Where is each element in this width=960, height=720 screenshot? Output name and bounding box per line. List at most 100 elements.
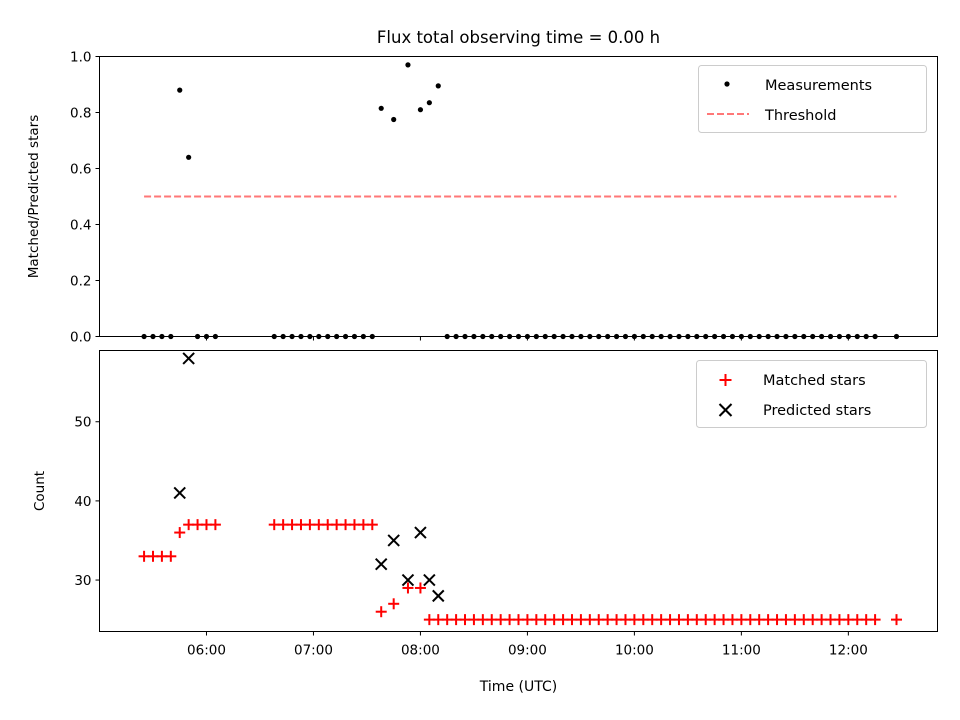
legend-matched-label: Matched stars <box>763 373 866 389</box>
measurement-point <box>360 333 366 340</box>
y-tick-label: 0.6 <box>70 162 91 178</box>
ratio-legend-box <box>698 65 927 133</box>
matched-star-point <box>209 519 221 531</box>
measurement-point <box>444 333 450 340</box>
measurement-point <box>587 333 593 340</box>
matched-star-point <box>174 527 186 539</box>
measurement-point <box>417 107 424 113</box>
measurement-point <box>783 333 789 340</box>
ratio-y-ticks: 0.0 0.2 0.4 0.6 0.8 1.0 <box>70 50 100 346</box>
measurement-point <box>605 333 611 340</box>
measurement-point <box>542 333 548 340</box>
measurement-point <box>747 333 753 340</box>
measurement-point <box>569 333 575 340</box>
x-tick-label: 11:00 <box>722 643 761 659</box>
measurement-point <box>765 333 771 340</box>
ratio-legend: Measurements Threshold <box>698 65 927 133</box>
measurement-point <box>685 333 691 340</box>
measurement-point <box>159 333 165 340</box>
x-tick-label: 12:00 <box>829 643 868 659</box>
measurement-point <box>622 333 629 340</box>
measurement-point <box>325 333 331 340</box>
measurement-point <box>453 333 459 340</box>
measurement-point <box>378 105 384 111</box>
measurement-point <box>551 333 557 340</box>
measurement-point <box>560 333 566 340</box>
legend-predicted-label: Predicted stars <box>763 403 871 419</box>
measurement-point <box>351 333 358 340</box>
matched-star-point <box>375 606 387 618</box>
predicted-star-point <box>432 589 445 603</box>
chart-title: Flux total observing time = 0.00 h <box>377 28 660 47</box>
measurement-point <box>649 333 655 340</box>
measurement-point <box>694 333 700 340</box>
measurement-point <box>819 333 825 340</box>
y-tick-label: 0.0 <box>70 330 91 346</box>
x-tick-label: 10:00 <box>615 643 654 659</box>
measurement-point <box>515 333 522 340</box>
measurement-point <box>316 333 322 340</box>
measurement-point <box>426 100 432 106</box>
matched-star-point <box>890 614 902 626</box>
measurement-point <box>854 333 860 340</box>
measurement-point <box>893 333 900 340</box>
ratio-y-axis-label: Matched/Predicted stars <box>26 115 42 278</box>
count-y-ticks: 30 40 50 <box>74 415 100 589</box>
legend-predicted-marker <box>718 403 733 417</box>
matched-star-point <box>366 519 378 531</box>
count-plot-frame <box>99 350 938 632</box>
matched-star-point <box>414 582 426 594</box>
ratio-panel: Matched/Predicted stars 0.0 0.2 0.4 0.6 0.8 1… <box>26 50 938 346</box>
measurement-point <box>271 333 277 340</box>
matched-star-point <box>869 614 881 626</box>
measurement-point <box>150 333 156 340</box>
count-y-axis-label: Count <box>32 471 48 511</box>
measurement-point <box>774 333 780 340</box>
measurement-point <box>836 333 843 340</box>
measurement-point <box>738 333 744 340</box>
measurement-point <box>334 333 340 340</box>
count-x-ticks: 06:00 07:00 08:00 09:00 10:00 11:00 12:00 <box>187 631 868 659</box>
matched-star-point <box>388 598 400 610</box>
measurement-point <box>203 333 210 340</box>
predicted-star-point <box>375 558 388 571</box>
measurement-point <box>533 333 539 340</box>
legend-matched-marker <box>719 374 732 386</box>
y-tick-label: 0.4 <box>70 218 91 234</box>
measurement-point <box>596 333 602 340</box>
count-marks <box>138 352 902 626</box>
predicted-star-point <box>173 486 186 500</box>
y-tick-label: 50 <box>74 415 91 431</box>
measurement-point <box>168 333 174 340</box>
measurement-point <box>342 333 349 340</box>
legend-measurements-label: Measurements <box>765 78 872 94</box>
measurement-point <box>298 333 304 340</box>
x-tick-label: 06:00 <box>187 643 226 659</box>
matched-star-point <box>402 582 414 594</box>
measurement-point <box>498 333 504 340</box>
measurement-point <box>801 333 807 340</box>
measurement-point <box>307 333 313 340</box>
measurement-point <box>845 333 851 340</box>
predicted-star-point <box>414 526 427 539</box>
y-tick-label: 40 <box>74 494 91 510</box>
measurement-point <box>289 333 295 340</box>
count-panel: Count 30 40 50 06:00 07:00 08:00 09:00 10:00 11… <box>32 350 938 659</box>
x-tick-label: 08:00 <box>401 643 440 659</box>
x-axis-label: Time (UTC) <box>479 679 557 695</box>
count-legend: Matched stars Predicted stars <box>696 360 927 428</box>
measurement-point <box>756 333 762 340</box>
measurement-point <box>369 333 375 340</box>
measurement-point <box>667 333 673 340</box>
measurement-point <box>613 333 620 340</box>
legend-threshold-label: Threshold <box>764 108 836 124</box>
measurement-point <box>676 333 682 340</box>
x-tick-label: 09:00 <box>508 643 547 659</box>
legend-measurements-marker <box>724 81 730 87</box>
predicted-star-point <box>182 352 195 365</box>
measurement-point <box>194 333 201 340</box>
y-tick-label: 0.2 <box>70 274 91 290</box>
measurement-point <box>640 333 646 340</box>
x-tick-label: 07:00 <box>294 643 333 659</box>
y-tick-label: 0.8 <box>70 106 91 122</box>
